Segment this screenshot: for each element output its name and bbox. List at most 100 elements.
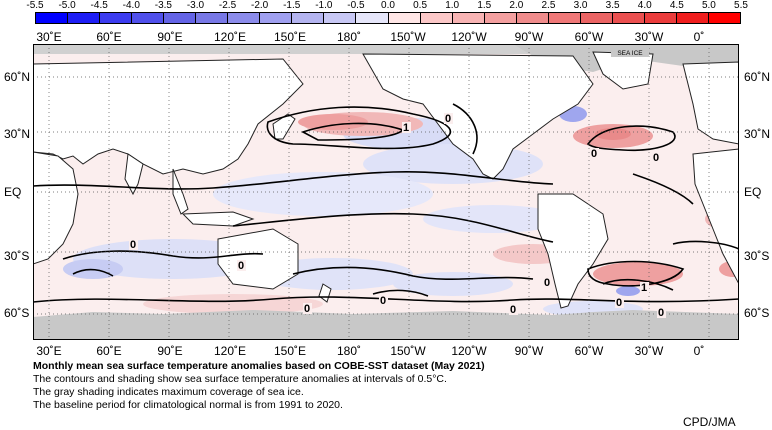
southeast-asia-land [172,168,189,215]
colorbar-tick-label: 3.0 [573,0,588,11]
colorbar-cell [452,13,485,23]
colorbar-cell [644,13,677,23]
longitude-label: 30˚E [36,30,62,44]
colorbar-cell [228,13,261,23]
colorbar-cell [260,13,293,23]
longitude-label: 120˚W [451,30,487,44]
latitude-label: 30˚N [744,127,771,141]
colorbar-labels: -5.5 -5.0 -4.5 -4.0 -3.5 -3.0 -2.5 -2.0 -1.5 -1.0… [0,0,772,12]
longitude-label: 30˚W [634,344,664,358]
contour-label: 0 [130,239,136,251]
colorbar-tick-label: 4.0 [637,0,652,11]
graticule [33,44,739,340]
map-frame [33,44,739,340]
colorbar-tick-label: 4.5 [669,0,684,11]
latitude-label: 60˚S [744,306,770,320]
longitude-label: 90˚W [514,30,544,44]
colorbar-cell [612,13,645,23]
indonesia-land [181,211,255,227]
longitude-label: 120˚E [213,344,247,358]
caption: Monthly mean sea surface temperature ano… [33,360,593,412]
colorbar [35,12,741,24]
colorbar-cell [356,13,389,23]
colorbar-cell [420,13,453,23]
colorbar-tick-label: 5.5 [734,0,748,11]
colorbar-cell [68,13,101,23]
africa-land [33,151,79,265]
colorbar-cell [388,13,421,23]
contour-label: 0 [510,304,516,316]
colorbar-tick-label: -1.0 [315,0,333,11]
credit: CPD/JMA [683,415,736,429]
latitude-label: 30˚N [4,127,31,141]
latitude-label: 60˚N [744,70,771,84]
colorbar-cell [292,13,325,23]
colorbar-cell [324,13,357,23]
caption-line-2: The gray shading indicates maximum cover… [33,386,304,398]
contour-labels: 1 0 0 0 0 0 0 0 0 0 0 1 0 [129,113,666,319]
colorbar-cell [164,13,197,23]
longitude-label: 90˚E [157,344,183,358]
contour-label: 1 [403,122,409,134]
contour-label: 0 [591,148,597,160]
colorbar-tick-label: -0.5 [347,0,365,11]
contour-label: 0 [445,113,451,125]
longitude-label: 90˚E [157,30,183,44]
longitude-label: 150˚E [273,30,307,44]
longitude-label: 30˚E [36,344,62,358]
longitude-label: 150˚W [390,344,426,358]
longitude-label: 0˚ [693,30,705,44]
contour-label: 0 [380,295,386,307]
contour-label: 0 [616,297,622,309]
colorbar-cell [484,13,517,23]
latitude-label: 60˚N [4,70,31,84]
colorbar-tick-label: 0.5 [413,0,428,11]
colorbar-cell [580,13,613,23]
colorbar-tick-label: 2.5 [541,0,556,11]
colorbar-tick-label: -5.0 [58,0,76,11]
longitude-label: 60˚W [574,344,604,358]
colorbar-tick-label: -5.5 [26,0,44,11]
caption-line-1: The contours and shading show sea surfac… [33,373,447,385]
longitude-label: 120˚W [451,344,487,358]
colorbar-tick-label: -4.0 [122,0,140,11]
latitude-label: 60˚S [4,306,30,320]
contour-label: 0 [304,303,310,315]
india-land [124,153,144,196]
colorbar-cell [132,13,165,23]
longitude-label: 60˚E [96,30,122,44]
colorbar-cell [36,13,69,23]
contour-lines [33,103,739,303]
longitude-label: 30˚W [634,30,664,44]
colorbar-tick-label: -1.5 [283,0,301,11]
contour-label: 0 [658,307,664,319]
longitude-label: 120˚E [213,30,247,44]
contour-label: 0 [238,260,244,272]
longitude-label: 0˚ [693,344,705,358]
sea-ice-label: SEA ICE [617,50,643,57]
latitude-label: 30˚S [744,249,770,263]
latitude-label: 30˚S [4,249,30,263]
colorbar-cell [516,13,549,23]
longitude-labels-bottom: 30˚E 60˚E 90˚E 120˚E 150˚E 180˚ 150˚W 120˚W 90˚W… [0,344,772,358]
land-masses [33,51,739,309]
latitude-label: EQ [4,185,22,199]
colorbar-tick-label: 5.0 [701,0,716,11]
longitude-label: 180˚ [336,344,362,358]
sst-anomaly-map: 1 0 0 0 0 0 0 0 0 0 0 1 0 SEA ICE [33,44,739,340]
europe-land [682,61,739,145]
longitude-label: 90˚W [514,344,544,358]
colorbar-cell [548,13,581,23]
caption-line-3: The baseline period for climatological n… [33,399,343,411]
colorbar-tick-label: -3.5 [154,0,172,11]
colorbar-tick-label: 3.5 [605,0,620,11]
latitude-label: EQ [744,185,762,199]
caption-title: Monthly mean sea surface temperature ano… [33,360,485,372]
contour-label: 0 [544,277,550,289]
colorbar-tick-label: 2.0 [509,0,524,11]
colorbar-cell [196,13,229,23]
longitude-label: 60˚W [574,30,604,44]
longitude-labels-top: 30˚E 60˚E 90˚E 120˚E 150˚E 180˚ 150˚W 120˚W 90˚W… [0,30,772,44]
longitude-label: 150˚E [273,344,307,358]
colorbar-cell [100,13,133,23]
